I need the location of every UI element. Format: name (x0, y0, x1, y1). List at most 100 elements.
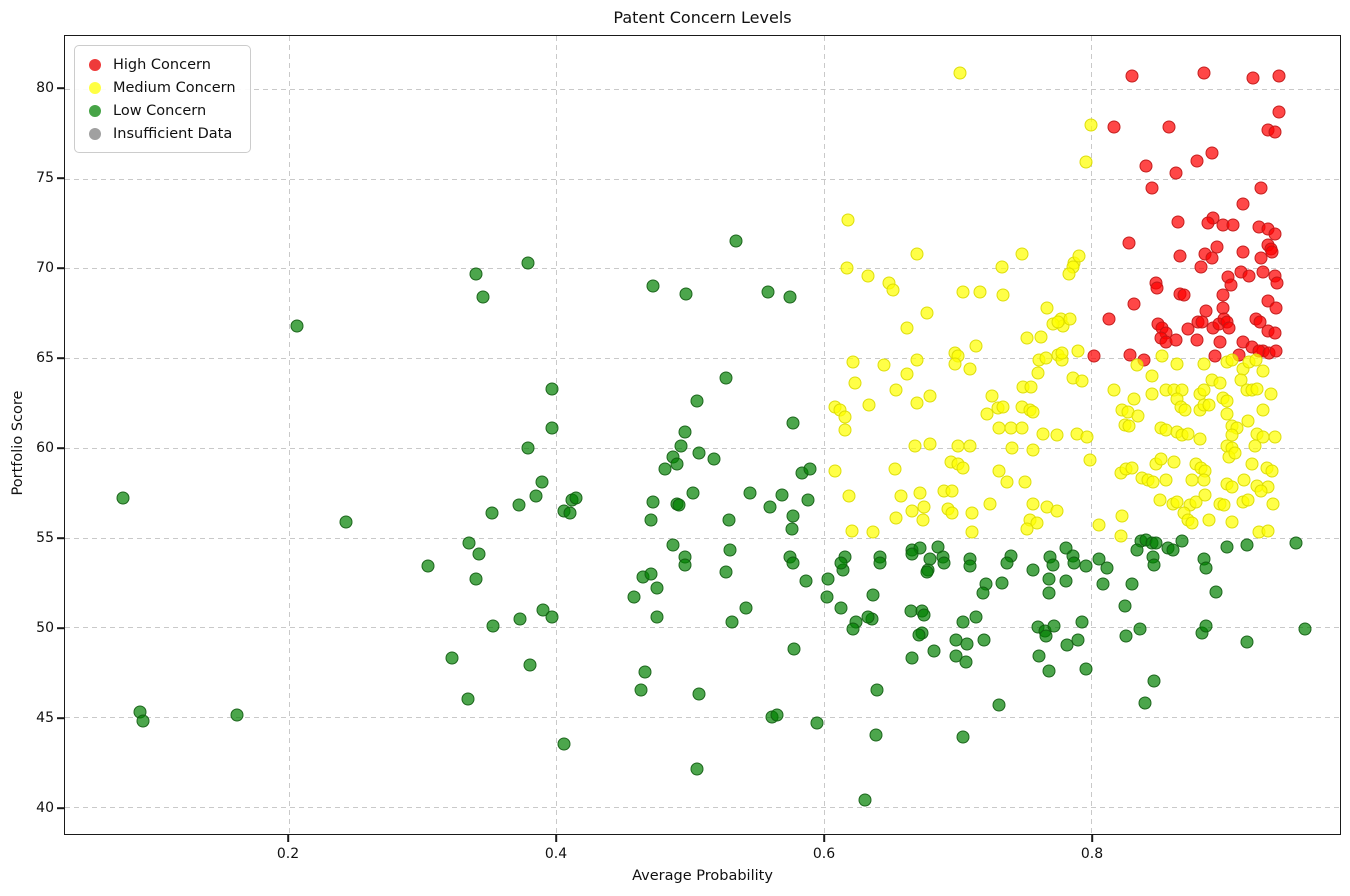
scatter-point (1254, 181, 1268, 195)
scatter-point (1194, 260, 1208, 274)
scatter-point (1269, 301, 1283, 315)
legend-label: Low Concern (113, 102, 207, 119)
scatter-point (977, 633, 991, 647)
scatter-point (719, 565, 733, 579)
scatter-point (956, 615, 970, 629)
scatter-point (445, 651, 459, 665)
gridline-y-80 (65, 88, 1340, 90)
scatter-point (1241, 493, 1255, 507)
scatter-point (1181, 427, 1195, 441)
scatter-point (969, 339, 983, 353)
scatter-point (1026, 405, 1040, 419)
scatter-point (1039, 629, 1053, 643)
scatter-point (1047, 619, 1061, 633)
y-tick-mark (57, 717, 64, 719)
scatter-point (1026, 497, 1040, 511)
scatter-point (1147, 674, 1161, 688)
plot-area: High Concern Medium Concern Low Concern Ins… (64, 35, 1341, 835)
scatter-point (1130, 358, 1144, 372)
scatter-point (469, 267, 483, 281)
scatter-point (1036, 427, 1050, 441)
scatter-point (858, 793, 872, 807)
scatter-point (1226, 218, 1240, 232)
scatter-point (1042, 572, 1056, 586)
x-tick-mark (287, 835, 289, 842)
scatter-point (634, 683, 648, 697)
y-tick-mark (57, 807, 64, 809)
scatter-point (725, 615, 739, 629)
scatter-point (799, 574, 813, 588)
scatter-point (1289, 536, 1303, 550)
scatter-point (421, 559, 435, 573)
scatter-point (692, 446, 706, 460)
scatter-point (1265, 464, 1279, 478)
scatter-point (1220, 394, 1234, 408)
scatter-point (1175, 534, 1189, 548)
scatter-point (937, 556, 951, 570)
legend-box: High Concern Medium Concern Low Concern Ins… (74, 45, 251, 153)
scatter-point (1249, 353, 1263, 367)
scatter-point (1102, 312, 1116, 326)
scatter-point (1177, 288, 1191, 302)
scatter-point (786, 556, 800, 570)
scatter-point (956, 461, 970, 475)
scatter-point (1133, 622, 1147, 636)
scatter-point (670, 457, 684, 471)
scatter-point (739, 601, 753, 615)
scatter-point (995, 576, 1009, 590)
scatter-point (996, 400, 1010, 414)
scatter-point (1199, 561, 1213, 575)
scatter-point (948, 357, 962, 371)
scatter-point (992, 421, 1006, 435)
scatter-point (1169, 166, 1183, 180)
scatter-point (1131, 409, 1145, 423)
legend-item-insufficient-data: Insufficient Data (85, 122, 236, 145)
scatter-point (521, 441, 535, 455)
scatter-point (861, 610, 875, 624)
scatter-point (770, 708, 784, 722)
scatter-point (723, 543, 737, 557)
scatter-point (821, 572, 835, 586)
scatter-point (894, 489, 908, 503)
scatter-point (557, 737, 571, 751)
scatter-point (785, 522, 799, 536)
scatter-point (1256, 265, 1270, 279)
scatter-point (513, 612, 527, 626)
scatter-point (1245, 457, 1259, 471)
legend-item-medium-concern: Medium Concern (85, 76, 236, 99)
scatter-point (1032, 649, 1046, 663)
x-tick-mark (555, 835, 557, 842)
scatter-point (886, 283, 900, 297)
scatter-point (1268, 430, 1282, 444)
scatter-point (905, 651, 919, 665)
scatter-point (913, 486, 927, 500)
scatter-point (1270, 276, 1284, 290)
scatter-point (1298, 622, 1312, 636)
scatter-point (569, 491, 583, 505)
scatter-point (722, 513, 736, 527)
scatter-point (1205, 146, 1219, 160)
scatter-point (1100, 561, 1114, 575)
scatter-point (1254, 251, 1268, 265)
scatter-point (775, 488, 789, 502)
scatter-point (908, 439, 922, 453)
scatter-point (1040, 301, 1054, 315)
scatter-point (290, 319, 304, 333)
scatter-point (995, 260, 1009, 274)
scatter-point (545, 610, 559, 624)
scatter-point (1018, 475, 1032, 489)
scatter-point (1240, 538, 1254, 552)
scatter-point (646, 279, 660, 293)
scatter-point (1261, 524, 1275, 538)
scatter-point (523, 658, 536, 672)
scatter-point (1240, 635, 1254, 649)
scatter-point (1268, 125, 1282, 139)
scatter-point (1079, 662, 1093, 676)
scatter-point (900, 367, 914, 381)
scatter-point (1075, 615, 1089, 629)
scatter-point (1145, 181, 1159, 195)
scatter-point (1015, 421, 1029, 435)
scatter-point (820, 590, 834, 604)
scatter-point (976, 586, 990, 600)
scatter-point (666, 538, 680, 552)
